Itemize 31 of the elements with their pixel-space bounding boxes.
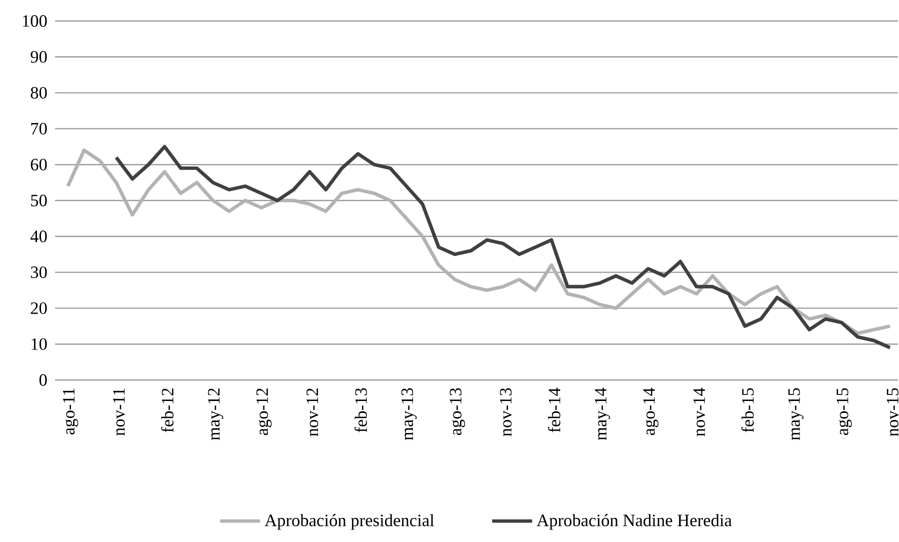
x-tick-label: feb-15 xyxy=(741,388,754,432)
y-tick-label: 40 xyxy=(30,230,47,242)
y-tick-label: 80 xyxy=(30,86,47,99)
legend-label: Aprobación presidencial xyxy=(264,514,434,530)
x-tick-label: nov-13 xyxy=(500,388,512,436)
x-tick-label: nov-14 xyxy=(693,388,705,436)
x-tick-label: nov-12 xyxy=(306,388,318,436)
x-tick-label: ago-12 xyxy=(256,388,272,436)
x-tick-label: feb-12 xyxy=(161,388,174,432)
x-tick-label: nov-15 xyxy=(886,388,898,436)
y-tick-label: 100 xyxy=(22,15,47,27)
y-tick-label: 20 xyxy=(30,302,47,314)
x-tick-label: ago-15 xyxy=(836,388,852,436)
x-tick-label: ago-11 xyxy=(62,388,78,434)
x-tick-label: may-13 xyxy=(401,388,417,440)
x-tick-label: feb-13 xyxy=(354,388,367,432)
x-tick-label: may-12 xyxy=(208,388,224,440)
y-tick-label: 70 xyxy=(31,122,47,135)
y-tick-label: 30 xyxy=(30,266,47,278)
x-tick-label: ago-14 xyxy=(643,388,658,436)
x-tick-label: nov-11 xyxy=(113,388,125,436)
x-tick-label: may-15 xyxy=(788,388,804,440)
x-tick-label: may-14 xyxy=(594,388,610,440)
x-tick-label: feb-14 xyxy=(548,388,560,432)
y-tick-label: 90 xyxy=(30,51,47,63)
y-tick-label: 0 xyxy=(39,374,47,386)
y-tick-label: 50 xyxy=(31,194,47,206)
y-tick-label: 60 xyxy=(30,158,47,170)
y-tick-label: 10 xyxy=(32,338,47,350)
legend-label: Aprobación Nadine Heredia xyxy=(536,514,732,530)
x-tick-label: ago-13 xyxy=(450,388,466,436)
